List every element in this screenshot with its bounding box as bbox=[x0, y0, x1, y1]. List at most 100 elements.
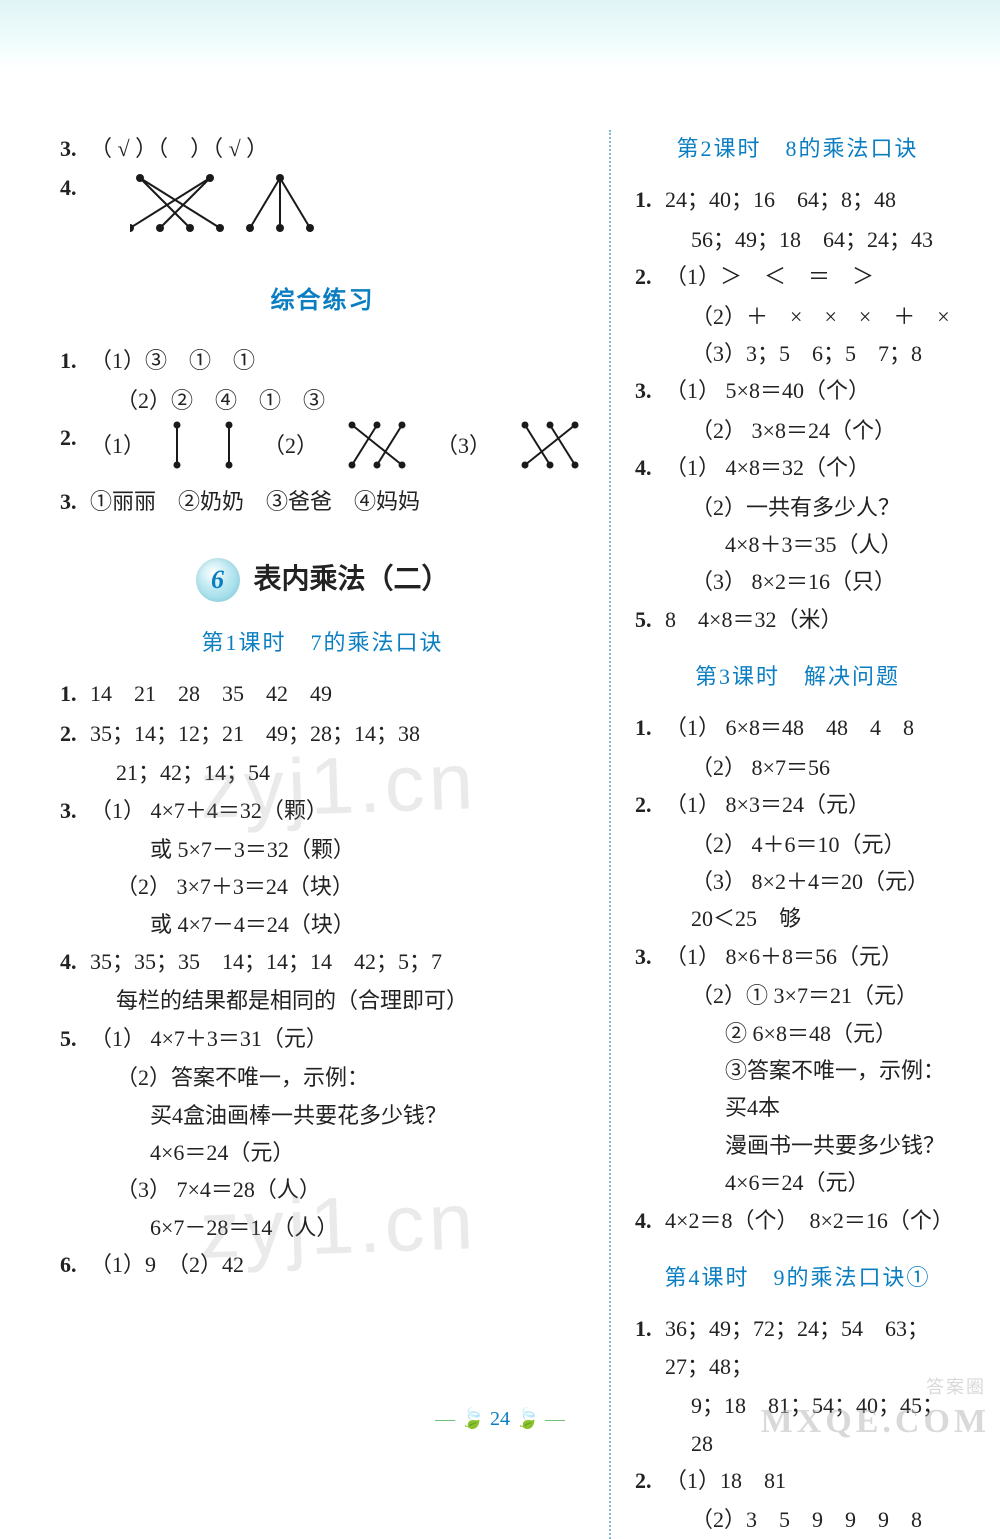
s4-q2: 2. （1）18 81 bbox=[635, 1462, 960, 1499]
s2-q2: 2. （1）＞ ＜ ＝ ＞ bbox=[635, 258, 960, 295]
s2-q4-2a: （2）一共有多少人？ bbox=[635, 489, 960, 526]
sec2-title: 第2课时 8的乘法口诀 bbox=[635, 130, 960, 167]
s3-q3-2a: （2）① 3×7＝21（元） bbox=[635, 977, 960, 1014]
s1-q3: 3. （1） 4×7＋4＝32（颗） bbox=[60, 792, 585, 829]
s3-q2-3: （3） 8×2＋4＝20（元） 20＜25 够 bbox=[635, 863, 960, 938]
corner-label: 答案圈 bbox=[926, 1373, 986, 1399]
s2-q2-3: （3）3；5 6；5 7；8 bbox=[635, 335, 960, 372]
corner-mark: MXQE.COM bbox=[761, 1403, 990, 1441]
s1-q6: 6. （1）9 （2）42 bbox=[60, 1246, 585, 1283]
zh-title: 综合练习 bbox=[60, 281, 585, 322]
s1-q4-l1: 35；35；35 14；14；14 42；5；7 bbox=[90, 943, 585, 980]
s1-q5-3a: （3） 7×4＝28（人） bbox=[60, 1171, 585, 1208]
s1-q2: 2. 35；14；12；21 49；28；14；38 bbox=[60, 715, 585, 752]
s1-q5: 5. （1） 4×7＋3＝31（元） bbox=[60, 1020, 585, 1057]
s3-q2-1: （1） 8×3＝24（元） bbox=[665, 786, 960, 823]
s1-q3-2a: （2） 3×7＋3＝24（块） bbox=[60, 868, 585, 905]
s1-q4: 4. 35；35；35 14；14；14 42；5；7 bbox=[60, 943, 585, 980]
s1-q2-l1: 35；14；12；21 49；28；14；38 bbox=[90, 715, 585, 752]
top-banner bbox=[0, 0, 1000, 70]
s2-q4: 4. （1） 4×8＝32（个） bbox=[635, 449, 960, 486]
s3-q3-2b: ② 6×8＝48（元） bbox=[635, 1015, 960, 1052]
s3-q1-2: （2） 8×7＝56 bbox=[635, 749, 960, 786]
s3-q3-2e: 4×6＝24（元） bbox=[635, 1164, 960, 1201]
s3-q3-1: （1） 8×6＋8＝56（元） bbox=[665, 938, 960, 975]
zh-q3: 3. ①丽丽 ②奶奶 ③爸爸 ④妈妈 bbox=[60, 483, 585, 520]
s1-q1: 1. 14 21 28 35 42 49 bbox=[60, 675, 585, 712]
s2-q1-l2: 56；49；18 64；24；43 bbox=[635, 221, 960, 258]
s1-q3-1a: （1） 4×7＋4＝32（颗） bbox=[90, 792, 585, 829]
s1-q3-1b: 或 5×7－3＝32（颗） bbox=[60, 831, 585, 868]
s3-q3: 3. （1） 8×6＋8＝56（元） bbox=[635, 938, 960, 975]
q3-row: 3. （ √ ）（ ）（ √ ） bbox=[60, 130, 585, 167]
sec1-title: 第1课时 7的乘法口诀 bbox=[60, 624, 585, 661]
leaf-icon: — 🍃 bbox=[435, 1408, 485, 1430]
s3-q4-body: 4×2＝8（个） 8×2＝16（个） bbox=[665, 1202, 960, 1239]
s2-q1-l1: 24；40；16 64；8；48 bbox=[665, 181, 960, 218]
s4-q1-l1: 36；49；72；24；54 63；27；48； bbox=[665, 1310, 960, 1385]
s1-q5-3b: 6×7－28＝14（人） bbox=[60, 1209, 585, 1246]
s1-q1-body: 14 21 28 35 42 49 bbox=[90, 675, 585, 712]
zh-q1-2: （2）② ④ ① ③ bbox=[60, 382, 585, 419]
s3-q1: 1. （1） 6×8＝48 48 4 8 bbox=[635, 709, 960, 746]
sec4-title: 第4课时 9的乘法口诀① bbox=[635, 1259, 960, 1296]
q4-diagram bbox=[130, 173, 330, 243]
s2-q3-1: （1） 5×8＝40（个） bbox=[665, 372, 960, 409]
s2-q2-1: （1）＞ ＜ ＝ ＞ bbox=[665, 258, 960, 295]
zh-q1-num: 1. bbox=[60, 342, 90, 379]
zh-q2-p1: （1） bbox=[90, 427, 145, 464]
zh-q1-1: （1）③ ① ① bbox=[90, 342, 585, 379]
zh-q1: 1. （1）③ ① ① bbox=[60, 342, 585, 379]
s3-q4: 4. 4×2＝8（个） 8×2＝16（个） bbox=[635, 1202, 960, 1239]
zh-q2-num: 2. bbox=[60, 419, 90, 456]
q4-num: 4. bbox=[60, 169, 90, 206]
s1-q4-l2: 每栏的结果都是相同的（合理即可） bbox=[60, 982, 585, 1019]
q4-body bbox=[90, 169, 585, 253]
s1-q5-2b: 买4盒油画棒一共要花多少钱？ bbox=[60, 1097, 585, 1134]
zh-q3-body: ①丽丽 ②奶奶 ③爸爸 ④妈妈 bbox=[90, 483, 585, 520]
chapter-badge: 6 bbox=[196, 558, 240, 602]
right-column: 第2课时 8的乘法口诀 1. 24；40；16 64；8；48 56；49；18… bbox=[615, 130, 960, 1539]
column-divider bbox=[609, 130, 611, 1539]
s2-q3-2: （2） 3×8＝24（个） bbox=[635, 412, 960, 449]
s1-q5-2c: 4×6＝24（元） bbox=[60, 1134, 585, 1171]
match-diagram-1 bbox=[169, 419, 239, 473]
match-diagram-3 bbox=[515, 419, 585, 473]
match-diagram-2 bbox=[342, 419, 412, 473]
sec3-title: 第3课时 解决问题 bbox=[635, 658, 960, 695]
s3-q3-2d: 漫画书一共要多少钱？ bbox=[635, 1127, 960, 1164]
s1-q6-body: （1）9 （2）42 bbox=[90, 1246, 585, 1283]
leaf-icon: 🍃 — bbox=[515, 1408, 565, 1430]
s2-q5-body: 8 4×8＝32（米） bbox=[665, 601, 960, 638]
zh-q2-body: （1） （2） （3） bbox=[90, 419, 585, 473]
q3-body: （ √ ）（ ）（ √ ） bbox=[90, 130, 585, 167]
s2-q5: 5. 8 4×8＝32（米） bbox=[635, 601, 960, 638]
q3-num: 3. bbox=[60, 130, 90, 167]
left-column: 3. （ √ ）（ ）（ √ ） 4. 综合练习 1. （1）③ ① ① （2）… bbox=[60, 130, 605, 1539]
s2-q4-3: （3） 8×2＝16（只） bbox=[635, 563, 960, 600]
s1-q5-2a: （2）答案不唯一，示例： bbox=[60, 1059, 585, 1096]
s2-q2-2: （2）＋ × × × ＋ × bbox=[635, 298, 960, 335]
s3-q3-2c: ③答案不唯一，示例：买4本 bbox=[635, 1052, 960, 1127]
zh-q2-p2: （2） bbox=[263, 427, 318, 464]
s3-q1-1: （1） 6×8＝48 48 4 8 bbox=[665, 709, 960, 746]
s2-q4-1: （1） 4×8＝32（个） bbox=[665, 449, 960, 486]
s4-q2-1: （1）18 81 bbox=[665, 1462, 960, 1499]
q4-row: 4. bbox=[60, 169, 585, 253]
s2-q1: 1. 24；40；16 64；8；48 bbox=[635, 181, 960, 218]
s2-q4-2b: 4×8＋3＝35（人） bbox=[635, 526, 960, 563]
chapter-header: 6 表内乘法（二） bbox=[60, 556, 585, 604]
s3-q2-2: （2） 4＋6＝10（元） bbox=[635, 826, 960, 863]
s1-q3-2b: 或 4×7－4＝24（块） bbox=[60, 906, 585, 943]
zh-q2: 2. （1） （2） （3） bbox=[60, 419, 585, 473]
s2-q3: 3. （1） 5×8＝40（个） bbox=[635, 372, 960, 409]
s1-q5-1: （1） 4×7＋3＝31（元） bbox=[90, 1020, 585, 1057]
s3-q2: 2. （1） 8×3＝24（元） bbox=[635, 786, 960, 823]
zh-q2-p3: （3） bbox=[436, 427, 491, 464]
page-content: 3. （ √ ）（ ）（ √ ） 4. 综合练习 1. （1）③ ① ① （2）… bbox=[0, 70, 1000, 1539]
zh-q3-num: 3. bbox=[60, 483, 90, 520]
s4-q2-2: （2）3 5 9 9 9 8 bbox=[635, 1501, 960, 1538]
s1-q2-l2: 21；42；14；54 bbox=[60, 754, 585, 791]
chapter-title: 表内乘法（二） bbox=[254, 556, 450, 604]
page-number-value: 24 bbox=[490, 1408, 510, 1430]
